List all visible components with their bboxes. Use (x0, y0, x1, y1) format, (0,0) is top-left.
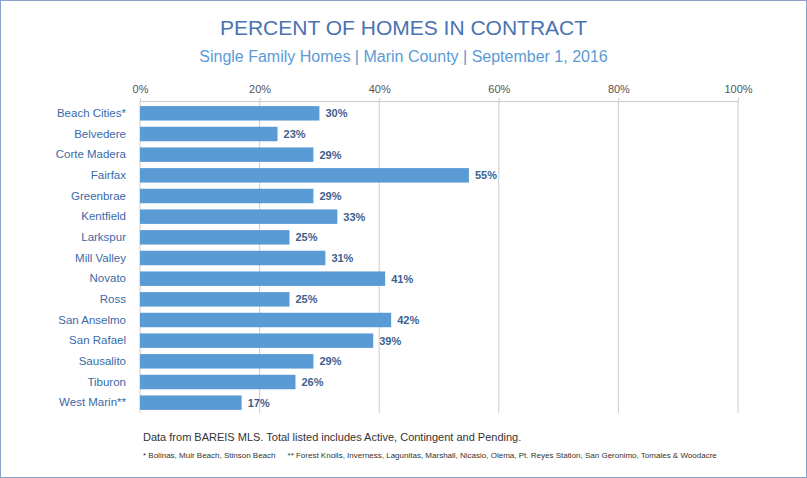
axis-line (141, 101, 739, 102)
x-axis: 0% 20% 40% 60% 80% 100% (133, 83, 753, 102)
category-label: Ross (100, 293, 126, 305)
data-label: 26% (301, 376, 323, 388)
tick-label: 0% (133, 83, 149, 95)
grid-line (498, 101, 499, 413)
grid-line (379, 101, 380, 413)
tick: 20% (249, 83, 271, 101)
bar (140, 106, 319, 120)
tick-mark (499, 98, 500, 101)
grid-line (738, 101, 739, 413)
bar (140, 209, 337, 223)
category-label: Corte Madera (56, 148, 127, 160)
frame (1, 1, 807, 478)
tick-mark (618, 98, 619, 101)
tick-mark (140, 98, 141, 101)
chart-svg: PERCENT OF HOMES IN CONTRACT Single Famil… (0, 0, 807, 478)
source-note: Data from BAREIS MLS. Total listed inclu… (143, 431, 521, 443)
tick: Greenbrae (71, 190, 132, 202)
tick: Belvedere (74, 128, 132, 140)
tick: West Marin** (59, 396, 132, 408)
tick-label: 60% (488, 83, 510, 95)
bar (140, 333, 373, 347)
data-label: 25% (296, 293, 318, 305)
data-label: 30% (325, 107, 347, 119)
data-label: 39% (379, 335, 401, 347)
tick: 60% (488, 83, 510, 101)
bar (140, 127, 278, 141)
category-label: San Rafael (69, 334, 126, 346)
data-label: 55% (475, 169, 497, 181)
category-label: Tiburon (87, 376, 126, 388)
bar (140, 271, 385, 285)
category-label: Greenbrae (71, 190, 126, 202)
category-label: Mill Valley (75, 252, 126, 264)
tick: Beach Cities* (57, 107, 132, 119)
bar (140, 292, 290, 306)
tick-label: 20% (249, 83, 271, 95)
tick: San Anselmo (58, 314, 132, 326)
tick: Corte Madera (56, 148, 132, 160)
tick: 0% (133, 83, 149, 101)
y-axis: Beach Cities* Belvedere Corte Madera Fairfa… (56, 107, 132, 408)
bar (140, 251, 325, 265)
data-label: 23% (284, 128, 306, 140)
category-label: Sausalito (79, 355, 126, 367)
subtitle: Single Family Homes | Marin County | Sep… (199, 48, 608, 65)
bar (140, 354, 313, 368)
data-label: 41% (391, 273, 413, 285)
tick: 40% (369, 83, 391, 101)
bar (140, 313, 391, 327)
tick: 80% (608, 83, 630, 101)
tick: Novato (90, 272, 132, 284)
category-label: West Marin** (59, 396, 126, 408)
title: PERCENT OF HOMES IN CONTRACT (220, 16, 587, 39)
footnote: ** Forest Knolls, Inverness, Lagunitas, … (288, 451, 718, 460)
tick-mark (738, 98, 739, 101)
bar (140, 375, 295, 389)
data-label: 33% (343, 211, 365, 223)
data-label: 29% (319, 355, 341, 367)
bar (140, 168, 469, 182)
tick: Tiburon (87, 376, 132, 388)
bar (140, 147, 313, 161)
category-label: Beach Cities* (57, 107, 127, 119)
data-label: 31% (331, 252, 353, 264)
tick-label: 80% (608, 83, 630, 95)
data-label: 17% (248, 397, 270, 409)
tick-mark (379, 98, 380, 101)
tick: Mill Valley (75, 252, 132, 264)
grid-line (618, 101, 619, 413)
tick: Larkspur (81, 231, 132, 243)
category-label: San Anselmo (58, 314, 126, 326)
tick: Ross (100, 293, 132, 305)
category-label: Belvedere (74, 128, 126, 140)
category-label: Larkspur (81, 231, 126, 243)
tick: Fairfax (91, 169, 132, 181)
data-label: 29% (319, 190, 341, 202)
data-label: 42% (397, 314, 419, 326)
chart-container: PERCENT OF HOMES IN CONTRACT Single Famil… (0, 0, 807, 478)
bar (140, 395, 242, 409)
tick-mark (260, 98, 261, 101)
tick: Sausalito (79, 355, 132, 367)
tick-label: 40% (369, 83, 391, 95)
bars (140, 106, 469, 410)
data-label: 25% (296, 231, 318, 243)
data-label: 29% (319, 149, 341, 161)
category-label: Novato (90, 272, 126, 284)
tick: San Rafael (69, 334, 132, 346)
data-labels: 30%23%29%55%29%33%25%31%41%25%42%39%29%2… (248, 107, 497, 408)
grid (140, 101, 738, 413)
tick: Kentfield (81, 210, 132, 222)
bar (140, 230, 290, 244)
category-label: Fairfax (91, 169, 126, 181)
category-label: Kentfield (81, 210, 126, 222)
bar (140, 189, 313, 203)
tick-label: 100% (724, 83, 752, 95)
tick: 100% (724, 83, 752, 101)
footnote: * Bolinas, Muir Beach, Stinson Beach (143, 451, 276, 460)
